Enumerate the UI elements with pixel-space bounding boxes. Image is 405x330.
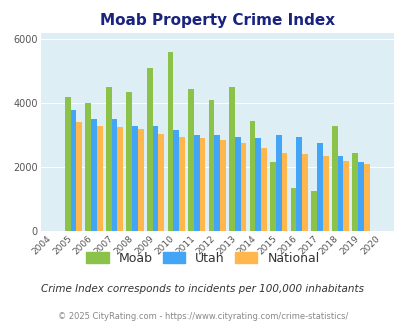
Bar xyxy=(234,137,240,231)
Bar xyxy=(152,126,158,231)
Bar xyxy=(337,156,343,231)
Bar xyxy=(70,110,76,231)
Bar xyxy=(301,154,307,231)
Bar xyxy=(352,153,357,231)
Bar xyxy=(322,156,328,231)
Bar xyxy=(132,126,138,231)
Bar xyxy=(296,137,301,231)
Bar xyxy=(173,130,179,231)
Legend: Moab, Utah, National: Moab, Utah, National xyxy=(81,247,324,270)
Bar xyxy=(357,162,363,231)
Bar xyxy=(199,138,205,231)
Bar xyxy=(91,119,97,231)
Bar xyxy=(97,126,102,231)
Bar xyxy=(316,143,322,231)
Bar xyxy=(193,135,199,231)
Bar xyxy=(85,103,91,231)
Bar xyxy=(214,135,220,231)
Bar xyxy=(76,122,82,231)
Bar xyxy=(343,161,348,231)
Bar xyxy=(179,137,184,231)
Text: Crime Index corresponds to incidents per 100,000 inhabitants: Crime Index corresponds to incidents per… xyxy=(41,284,364,294)
Bar xyxy=(249,121,255,231)
Bar xyxy=(275,135,281,231)
Bar xyxy=(290,188,296,231)
Bar xyxy=(281,153,287,231)
Text: © 2025 CityRating.com - https://www.cityrating.com/crime-statistics/: © 2025 CityRating.com - https://www.city… xyxy=(58,313,347,321)
Bar xyxy=(228,87,234,231)
Bar xyxy=(269,162,275,231)
Bar xyxy=(208,100,214,231)
Bar xyxy=(126,92,132,231)
Bar xyxy=(255,138,260,231)
Bar xyxy=(65,97,70,231)
Bar xyxy=(188,89,193,231)
Title: Moab Property Crime Index: Moab Property Crime Index xyxy=(99,13,334,28)
Bar xyxy=(111,119,117,231)
Bar xyxy=(260,148,266,231)
Bar xyxy=(138,129,143,231)
Bar xyxy=(167,52,173,231)
Bar xyxy=(331,126,337,231)
Bar xyxy=(117,127,123,231)
Bar xyxy=(106,87,111,231)
Bar xyxy=(220,140,225,231)
Bar xyxy=(240,143,246,231)
Bar xyxy=(311,191,316,231)
Bar xyxy=(158,134,164,231)
Bar xyxy=(363,164,369,231)
Bar xyxy=(147,68,152,231)
